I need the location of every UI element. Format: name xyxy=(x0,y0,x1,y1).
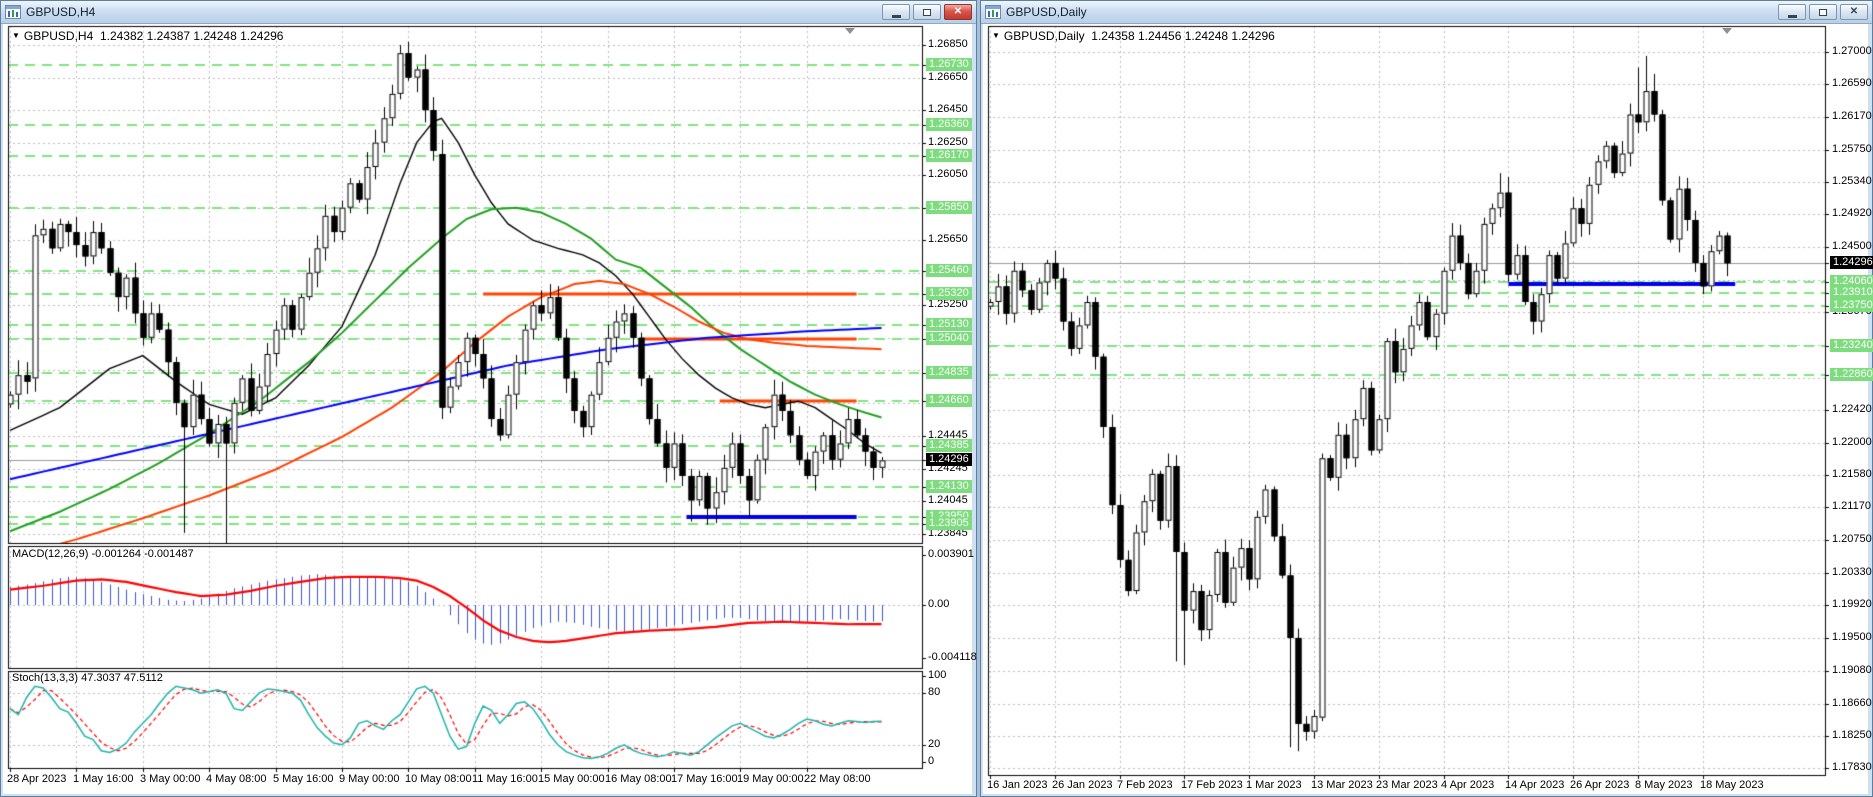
charts-canvas[interactable] xyxy=(0,0,1873,797)
mt4-workspace: GBPUSD,H4 ✕ GBPUSD,Daily ✕ ▼G xyxy=(0,0,1873,797)
